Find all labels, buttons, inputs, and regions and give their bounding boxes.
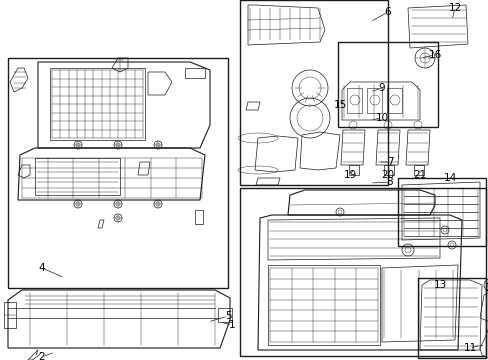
Bar — [386, 88, 401, 113]
Text: 9: 9 — [378, 83, 385, 93]
Bar — [346, 88, 361, 113]
Bar — [417, 278, 485, 358]
Text: 16: 16 — [427, 50, 441, 60]
Text: 19: 19 — [343, 170, 356, 180]
Bar — [184, 68, 204, 78]
Bar — [240, 0, 387, 185]
Text: 2: 2 — [39, 352, 45, 360]
Text: 8: 8 — [386, 177, 392, 187]
Text: 5: 5 — [224, 311, 231, 321]
Text: 13: 13 — [432, 280, 446, 290]
Text: 15: 15 — [333, 100, 346, 110]
Bar — [366, 88, 381, 113]
Text: 22: 22 — [485, 283, 488, 293]
Bar — [8, 58, 227, 288]
Text: 10: 10 — [375, 113, 388, 123]
Text: 1: 1 — [228, 320, 235, 330]
Bar — [195, 210, 203, 224]
Text: 14: 14 — [443, 173, 456, 183]
Text: 21: 21 — [412, 170, 426, 180]
Text: 12: 12 — [447, 3, 461, 13]
Text: 4: 4 — [39, 263, 45, 273]
Bar — [337, 42, 437, 127]
Text: 11: 11 — [463, 343, 476, 353]
Text: 7: 7 — [386, 157, 392, 167]
Text: 6: 6 — [384, 7, 390, 17]
Bar — [240, 188, 485, 356]
Text: 20: 20 — [381, 170, 394, 180]
Bar — [397, 178, 485, 246]
